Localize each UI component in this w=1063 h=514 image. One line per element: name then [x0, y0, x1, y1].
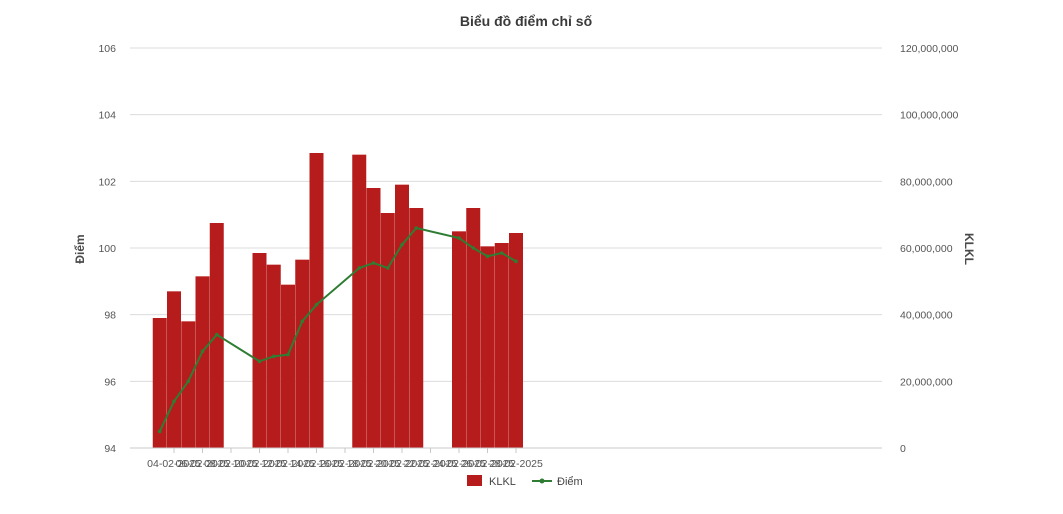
- y-right-tick-label: 60,000,000: [900, 243, 953, 255]
- index-point: [499, 251, 504, 255]
- index-point: [514, 259, 518, 264]
- volume-bar: [380, 213, 395, 448]
- volume-bar: [281, 284, 295, 448]
- axes: 94 96 98 100 102 104 106 0 20,000,000 40,000,000 6…: [98, 43, 958, 470]
- legend-line-marker: [539, 478, 545, 484]
- y-left-axis-title: Điểm: [73, 234, 87, 263]
- volume-bar: [509, 233, 523, 448]
- volume-bar: [494, 243, 509, 448]
- volume-bar: [452, 231, 466, 448]
- y-left-tick-label: 98: [104, 310, 116, 322]
- index-point: [414, 226, 419, 230]
- volume-bar: [480, 246, 495, 448]
- index-point: [200, 349, 205, 354]
- y-right-tick-label: 40,000,000: [900, 310, 953, 322]
- y-right-tick-label: 0: [900, 443, 906, 455]
- index-point: [357, 266, 362, 270]
- x-tick-label: 14-02-2025: [290, 458, 344, 470]
- volume-bar: [309, 153, 324, 448]
- y-right-tick-label: 20,000,000: [900, 376, 953, 388]
- volume-bar: [195, 276, 210, 448]
- volume-bar: [466, 208, 481, 448]
- volume-bar: [181, 321, 196, 448]
- legend-bar-swatch: [467, 475, 482, 486]
- index-point: [286, 352, 290, 357]
- volume-bar: [366, 188, 381, 448]
- index-point: [457, 236, 461, 240]
- index-point: [471, 246, 476, 250]
- index-point: [214, 332, 219, 337]
- x-tick-label: 28-02-2025: [489, 458, 543, 470]
- x-tick-label: 12-02-2025: [261, 458, 315, 470]
- legend: KLKL Điểm: [467, 475, 583, 488]
- y-left-tick-label: 106: [98, 43, 116, 55]
- volume-bar: [252, 253, 267, 448]
- index-point: [271, 354, 276, 359]
- volume-bar: [295, 259, 310, 448]
- legend-item-klkl[interactable]: KLKL: [467, 475, 516, 488]
- y-right-tick-label: 100,000,000: [900, 110, 959, 122]
- x-tick-label: 10-02-2025: [233, 458, 287, 470]
- index-point: [371, 261, 376, 265]
- index-point: [385, 266, 390, 270]
- legend-item-diem[interactable]: Điểm: [532, 476, 583, 488]
- legend-label-diem: Điểm: [557, 476, 583, 488]
- index-point: [485, 254, 490, 259]
- index-point: [257, 359, 262, 364]
- volume-bar: [352, 154, 367, 448]
- x-tick-label: 26-02-2025: [461, 458, 515, 470]
- x-tick-label: 08-02-2025: [204, 458, 258, 470]
- x-tick-label: 18-02-2025: [347, 458, 401, 470]
- index-point: [314, 302, 319, 307]
- index-point: [186, 379, 191, 384]
- y-left-tick-label: 94: [104, 443, 116, 455]
- y-right-tick-label: 120,000,000: [900, 43, 959, 55]
- x-tick-label: 22-02-2025: [404, 458, 458, 470]
- index-line-series: [157, 226, 518, 434]
- index-point: [157, 429, 162, 434]
- y-left-tick-label: 96: [104, 376, 116, 388]
- index-point: [300, 319, 305, 324]
- x-tick-label: 20-02-2025: [375, 458, 429, 470]
- volume-bar: [409, 208, 424, 448]
- index-line: [158, 226, 517, 432]
- x-tick-label: 06-02-2025: [176, 458, 230, 470]
- volume-bar: [395, 184, 409, 448]
- volume-bar: [152, 318, 167, 448]
- index-point: [172, 399, 176, 404]
- chart-title: Biểu đồ điểm chỉ số: [460, 13, 593, 29]
- y-right-tick-label: 80,000,000: [900, 176, 953, 188]
- y-left-tick-label: 102: [98, 176, 116, 188]
- legend-label-klkl: KLKL: [489, 476, 516, 488]
- index-point: [400, 242, 404, 247]
- y-left-tick-label: 100: [98, 243, 116, 255]
- y-right-axis-title: KLKL: [962, 233, 976, 265]
- x-tick-label: 16-02-2025: [318, 458, 372, 470]
- y-left-tick-label: 104: [98, 110, 116, 122]
- x-tick-label: 24-02-2025: [432, 458, 486, 470]
- x-tick-label: 04-02-2025: [147, 458, 201, 470]
- volume-bars: [152, 153, 523, 448]
- volume-bar: [167, 291, 181, 448]
